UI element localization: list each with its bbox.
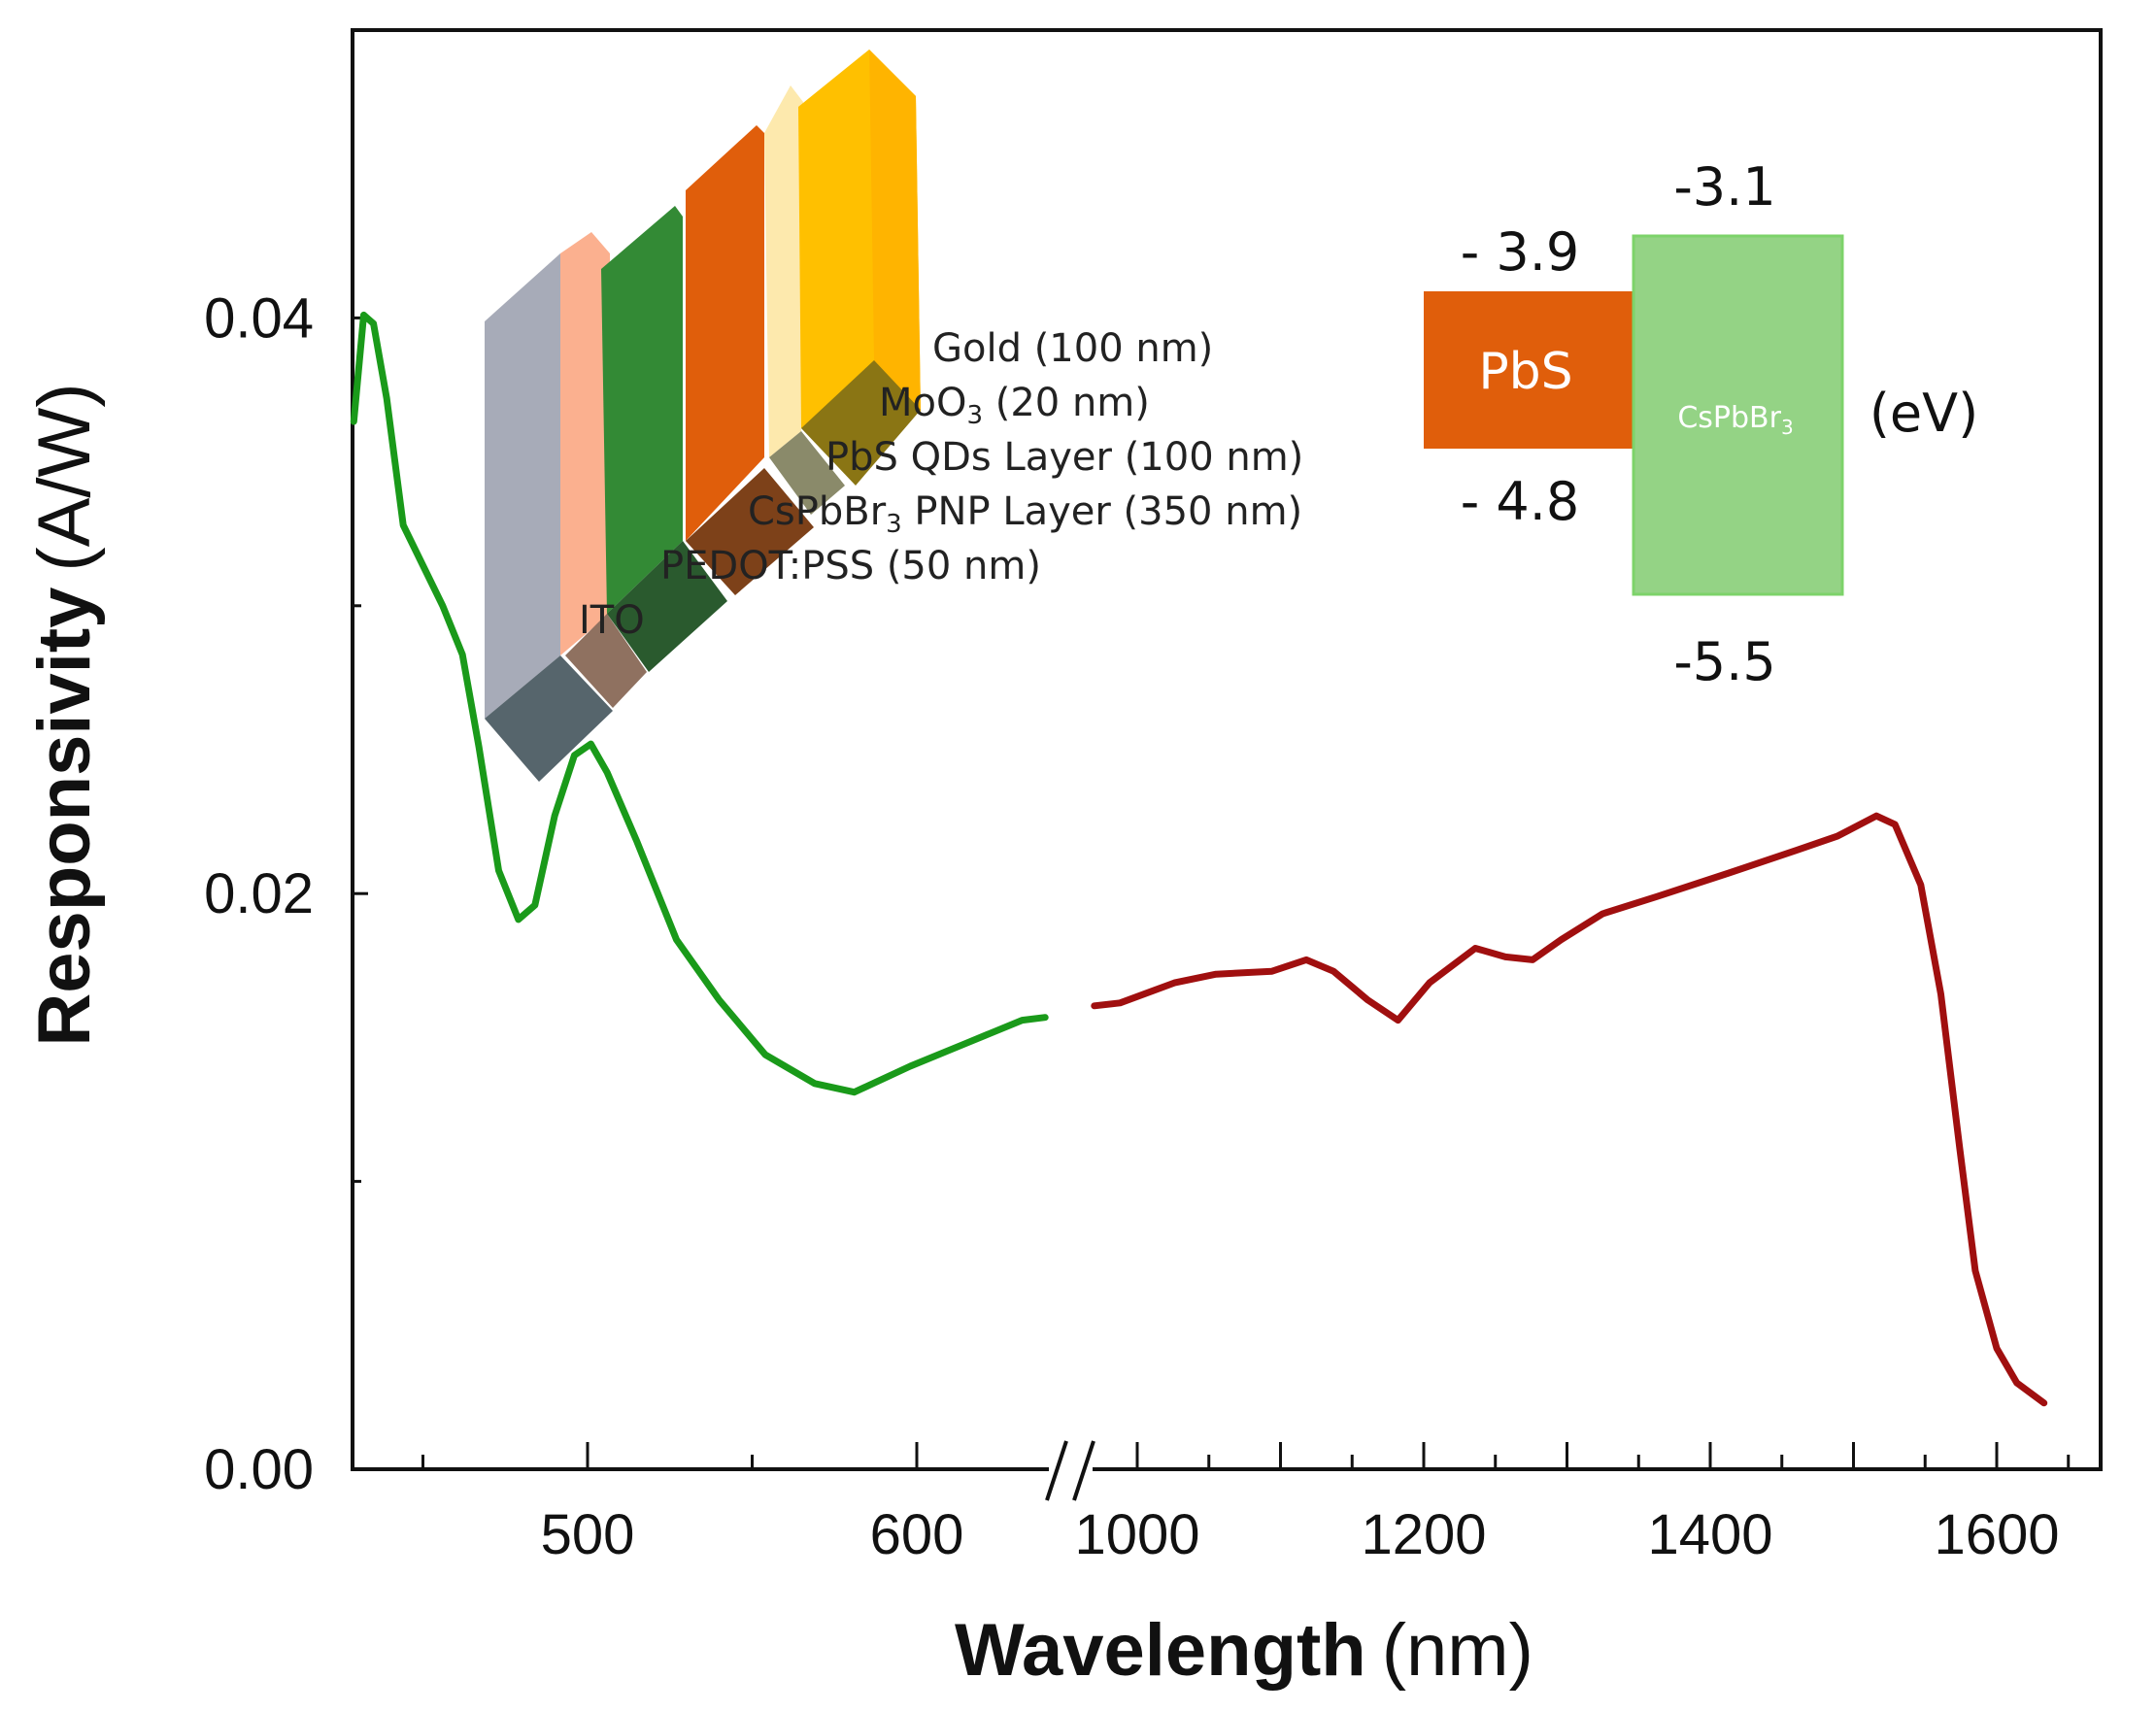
pbs-band [1424, 291, 1634, 449]
cspbbr3-layer [601, 206, 683, 614]
cspbbr3-layer-bottom [607, 541, 727, 672]
pedot-layer [560, 232, 610, 655]
x-tick-label: 1200 [1361, 1503, 1486, 1566]
x-axis-title-main: Wavelength [955, 1609, 1366, 1692]
y-tick-label: 0.02 [204, 862, 314, 925]
label-cspbbr3-pnp: CsPbBr3 PNP Layer (350 nm) [748, 489, 1302, 539]
cspbbr3-band [1632, 234, 1844, 596]
ito-layer [485, 253, 560, 719]
label-moo3: MoO3 (20 nm) [879, 381, 1150, 430]
y-tick-label: 0.00 [204, 1438, 314, 1501]
label-pedot: PEDOT:PSS (50 nm) [660, 544, 1041, 588]
x-tick-label: 1400 [1647, 1503, 1772, 1566]
pbs-band-label: PbS [1478, 343, 1572, 401]
cspbbr3-lumo: -3.1 [1673, 156, 1775, 218]
x-axis-title-unit: (nm) [1382, 1609, 1533, 1692]
cspbbr3-band-label-sub: 3 [1781, 416, 1794, 439]
y-tick-label: 0.04 [204, 286, 314, 350]
y-axis-title-main: Responsivity [23, 587, 106, 1047]
y-axis-title: Responsivity (A/W) [23, 383, 106, 1046]
device-structure-inset: Gold (100 nm) MoO3 (20 nm) PbS QDs Layer… [485, 50, 1303, 782]
energy-level-inset: PbS CsPbBr3 -3.1 - 3.9 - 4.8 -5.5 (eV) [1424, 156, 1978, 692]
axis-break-slash [1072, 1440, 1095, 1501]
label-moo3-sub: 3 [966, 401, 983, 430]
x-tick-label: 1600 [1934, 1503, 2059, 1566]
y-ticks: 0.00 0.02 0.04 [204, 286, 368, 1501]
moo3-layer-bottom [769, 431, 845, 515]
cspbbr3-band-label: CsPbBr3 [1677, 401, 1793, 439]
pbs-layer [686, 125, 764, 541]
axis-break-slash [1045, 1440, 1068, 1501]
series-line-2 [1091, 812, 2048, 1407]
cspbbr3-band-label-main: CsPbBr [1677, 401, 1781, 435]
ito-layer-bottom [485, 655, 613, 782]
pbs-layer-bottom [686, 468, 814, 595]
label-cspbbr3-main: CsPbBr [748, 489, 887, 534]
pbs-lumo: - 3.9 [1461, 221, 1580, 283]
x-ticks: 500 600 1000 1200 1400 1600 [421, 1442, 2071, 1566]
gold-layer-side [869, 50, 921, 413]
moo3-layer [764, 85, 803, 457]
plot-frame [351, 28, 2103, 1471]
cspbbr3-homo: -5.5 [1673, 631, 1775, 692]
label-moo3-main: MoO [879, 381, 966, 425]
data-series [350, 311, 2048, 1407]
x-tick-label: 1000 [1074, 1503, 1199, 1566]
x-axis-title: Wavelength (nm) [955, 1609, 1533, 1692]
label-cspbbr3-rest: PNP Layer (350 nm) [902, 489, 1302, 534]
label-ito: ITO [579, 598, 645, 643]
label-gold: Gold (100 nm) [932, 326, 1213, 371]
series-line-1 [350, 311, 1049, 1096]
pedot-layer-bottom [565, 614, 647, 708]
label-moo3-rest: (20 nm) [983, 381, 1150, 425]
gold-layer-bottom [801, 360, 921, 486]
label-cspbbr3-sub: 3 [886, 510, 902, 539]
x-tick-label: 600 [870, 1503, 964, 1566]
x-tick-label: 500 [541, 1503, 635, 1566]
energy-unit: (eV) [1870, 383, 1978, 444]
y-axis-title-unit: (A/W) [23, 383, 106, 571]
pbs-homo: - 4.8 [1461, 471, 1580, 532]
label-pbs-qds: PbS QDs Layer (100 nm) [825, 435, 1303, 480]
